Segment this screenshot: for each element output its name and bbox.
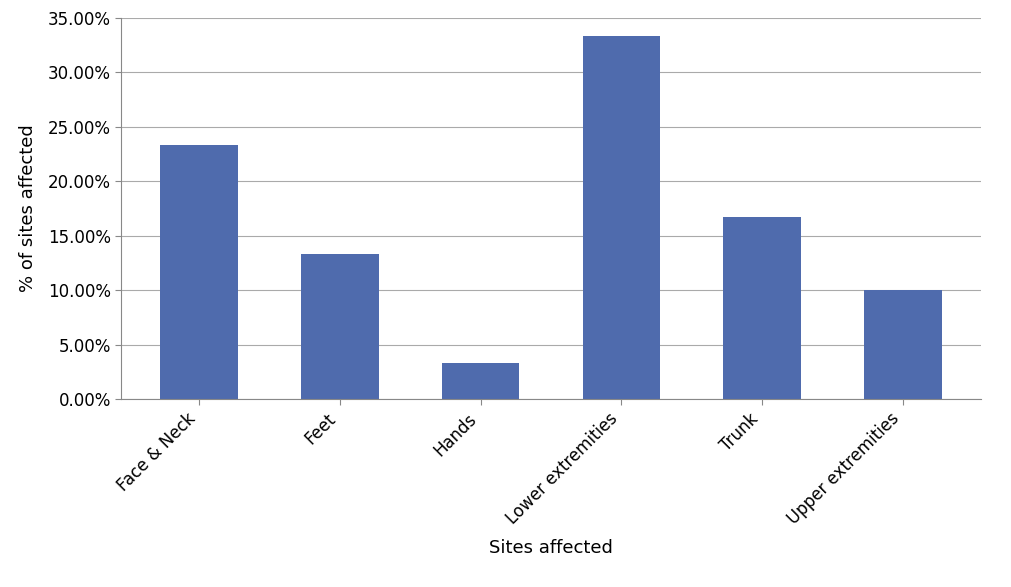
- Bar: [161, 145, 238, 399]
- X-axis label: Sites affected: Sites affected: [489, 539, 613, 557]
- Bar: [724, 217, 801, 399]
- Bar: [864, 290, 941, 399]
- Bar: [582, 36, 660, 399]
- Bar: [442, 363, 520, 399]
- Y-axis label: % of sites affected: % of sites affected: [19, 124, 36, 292]
- Bar: [301, 254, 378, 399]
